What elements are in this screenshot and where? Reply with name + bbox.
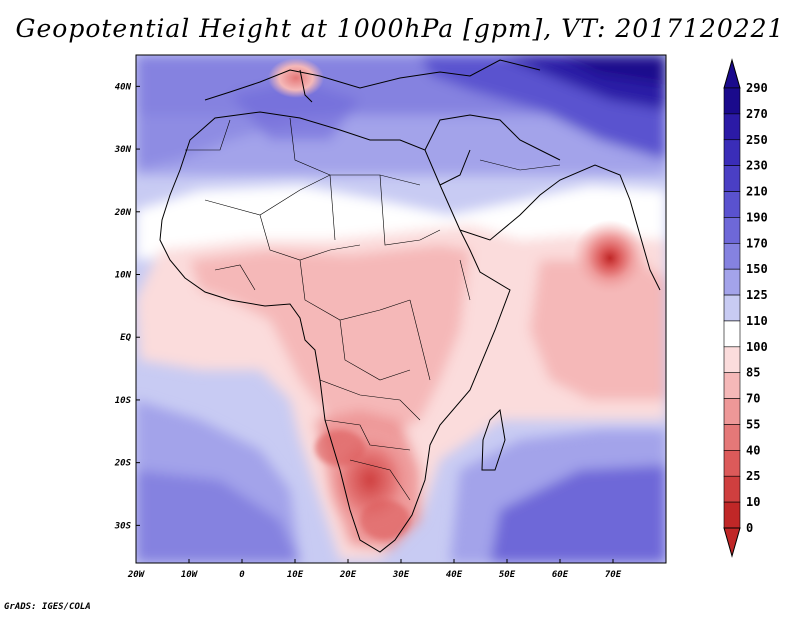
colorbar-label: 125 — [746, 288, 768, 302]
colorbar-swatch — [723, 501, 741, 529]
colorbar-swatch — [723, 242, 741, 270]
x-tick-label: 50E — [499, 570, 516, 580]
colorbar-label: 210 — [746, 185, 768, 199]
colorbar-swatch — [723, 372, 741, 399]
colorbar-swatch — [723, 268, 741, 296]
y-tick-label: 30S — [114, 521, 132, 531]
colorbar-swatch — [723, 165, 741, 192]
colorbar-min-arrow — [723, 527, 741, 558]
colorbar-label: 85 — [746, 366, 760, 380]
y-tick-label: 10N — [115, 271, 132, 281]
colorbar-label: 250 — [746, 133, 768, 147]
colorbar-swatch — [723, 294, 741, 322]
y-tick-label: 20S — [114, 459, 132, 469]
colorbar-label: 55 — [746, 417, 760, 431]
colorbar-swatch — [723, 320, 741, 348]
y-tick-label: 20N — [114, 208, 132, 218]
x-tick-label: 10W — [181, 570, 199, 580]
colorbar-swatch — [723, 424, 741, 451]
colorbar-label: 230 — [746, 159, 768, 173]
country-borders — [185, 117, 561, 501]
colorbar-swatch — [723, 475, 741, 503]
x-tick-label: 0 — [239, 570, 245, 580]
field-shading — [136, 55, 666, 563]
credit-text: GrADS: IGES/COLA — [4, 602, 91, 612]
colorbar-label: 70 — [746, 392, 760, 406]
x-tick-label: 30E — [392, 570, 410, 580]
colorbar-label: 290 — [746, 81, 768, 95]
colorbar-max-arrow — [723, 58, 741, 89]
colorbar-swatch — [723, 87, 741, 115]
colorbar-label: 150 — [746, 262, 768, 276]
x-tick-label: 20W — [127, 570, 146, 580]
colorbar-label: 0 — [746, 521, 753, 535]
colorbar-swatch — [723, 113, 741, 141]
colorbar-label: 270 — [746, 107, 768, 121]
x-tick-label: 40E — [446, 570, 463, 580]
map-title: Geopotential Height at 1000hPa [gpm], VT… — [15, 14, 785, 43]
colorbar: 2902702502302101901701501251101008570554… — [723, 58, 768, 558]
colorbar-swatch — [723, 398, 741, 425]
colorbar-label: 40 — [746, 443, 760, 457]
y-tick-label: 40N — [115, 82, 132, 92]
x-tick-label: 70E — [605, 570, 622, 580]
y-tick-label: 10S — [115, 396, 132, 406]
colorbar-label: 10 — [746, 495, 760, 509]
colorbar-swatch — [723, 191, 741, 218]
colorbar-label: 190 — [746, 210, 768, 224]
y-tick-label: 30N — [114, 145, 132, 155]
x-tick-label: 60E — [552, 570, 569, 580]
colorbar-swatch — [723, 139, 741, 166]
x-tick-label: 10E — [287, 570, 304, 580]
colorbar-swatch — [723, 450, 741, 477]
axis-ticks: 20W 10W 0 10E 20E 30E 40E 50E 60E 70E 40N 30N 20N 10N… — [114, 82, 622, 580]
colorbar-label: 25 — [746, 469, 760, 483]
x-tick-label: 20E — [339, 570, 357, 580]
colorbar-label: 170 — [746, 236, 768, 250]
colorbar-label: 110 — [746, 314, 768, 328]
colorbar-swatch — [723, 346, 741, 374]
coastlines — [159, 59, 661, 553]
colorbar-label: 100 — [746, 340, 768, 354]
y-tick-label: EQ — [120, 333, 131, 343]
colorbar-swatch — [723, 217, 741, 244]
